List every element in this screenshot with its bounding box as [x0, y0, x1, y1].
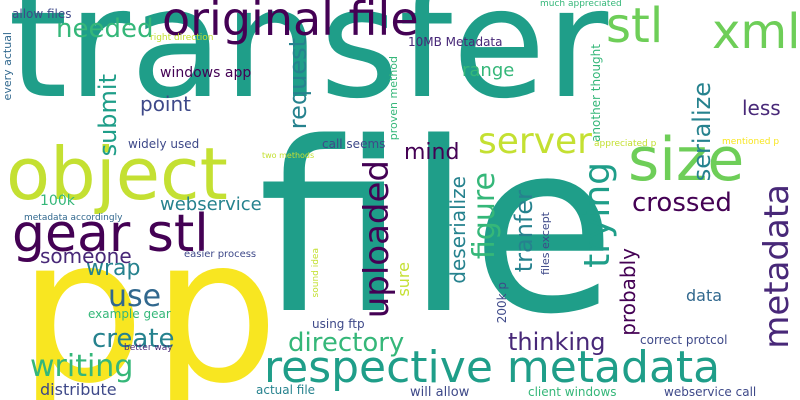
word-appreciated-p: appreciated p [594, 139, 657, 149]
word-request: request [284, 38, 312, 130]
word-files-except: files except [539, 212, 552, 275]
word-transfer: transfer [8, 0, 609, 132]
word-another-thought: another thought [589, 44, 603, 142]
word-probably: probably [616, 248, 640, 336]
word-directory: directory [288, 328, 405, 358]
word-metadata: metadata [757, 184, 797, 349]
word-wrap: wrap [86, 256, 141, 281]
word-webservice-call: webservice call [664, 385, 757, 399]
word-actual-file: actual file [256, 383, 316, 397]
word-range: range [462, 60, 515, 81]
word-crossed: crossed [632, 188, 732, 218]
word-windows-app: windows app [160, 65, 252, 81]
word-correct-protcol: correct protcol [640, 333, 728, 347]
word-right-direction: right direction [150, 33, 214, 43]
word-much-appreciated: much appreciated [540, 0, 622, 9]
word-10mb-metadata: 10MB Metadata [408, 35, 503, 49]
word-someone: someone [40, 244, 132, 268]
word-webservice: webservice [160, 194, 262, 215]
word-mind: mind [404, 140, 460, 165]
word-serialize: serialize [688, 82, 716, 182]
word-stl: stl [606, 0, 664, 54]
word-will-allow: will allow [410, 385, 470, 400]
word-uploaded: uploaded [357, 160, 397, 319]
word-original-file: original file [162, 0, 419, 46]
word-widely-used: widely used [128, 137, 200, 151]
word-size: size [628, 125, 745, 195]
word-p-second: p [152, 195, 279, 400]
word-sound-idea: sound idea [311, 248, 321, 298]
word-thinking: thinking [508, 328, 606, 356]
word-tranfer: tranfer [510, 190, 538, 273]
word-trying: trying [577, 162, 618, 268]
word-server: server [478, 121, 592, 162]
word-call-seems: call seems [322, 137, 386, 151]
word-data: data [686, 286, 723, 305]
word-example-gear: example gear [88, 307, 171, 321]
word-mentioned-p: mentioned p [722, 137, 780, 147]
word-needed: needed [56, 14, 154, 44]
word-metadata-accordingly: metadata accordingly [24, 213, 123, 223]
word-figure: figure [467, 172, 502, 260]
word-file: file [258, 93, 616, 366]
word-easier-process: easier process [184, 249, 257, 260]
word-sure: sure [394, 262, 413, 297]
word-point: point [140, 92, 192, 116]
word-gear-stl: gear stl [12, 204, 209, 264]
word-distribute: distribute [40, 380, 117, 399]
word-better-way: better way [124, 343, 173, 353]
word-deserialize: deserialize [446, 176, 470, 284]
word-allow-files: allow files [12, 7, 72, 21]
word-200k-p: 200k p [495, 282, 509, 324]
word-writing: writing [30, 349, 134, 384]
word-submit: submit [94, 74, 122, 157]
word-client-windows: client windows [528, 385, 617, 399]
word-every-actual: every actual [1, 32, 14, 101]
word-p-large: p [18, 195, 145, 400]
word-create: create [92, 324, 175, 354]
word-100k: 100k [40, 193, 75, 209]
word-two-methods: two methods [262, 151, 315, 160]
word-use: use [108, 279, 162, 314]
word-xml: xml [712, 4, 800, 60]
word-using-ftp: using ftp [312, 317, 365, 331]
word-object: object [6, 132, 228, 216]
word-respective-metadata: respective metadata [264, 342, 721, 393]
word-proven-method: proven method [387, 56, 400, 141]
word-less: less [742, 96, 781, 120]
